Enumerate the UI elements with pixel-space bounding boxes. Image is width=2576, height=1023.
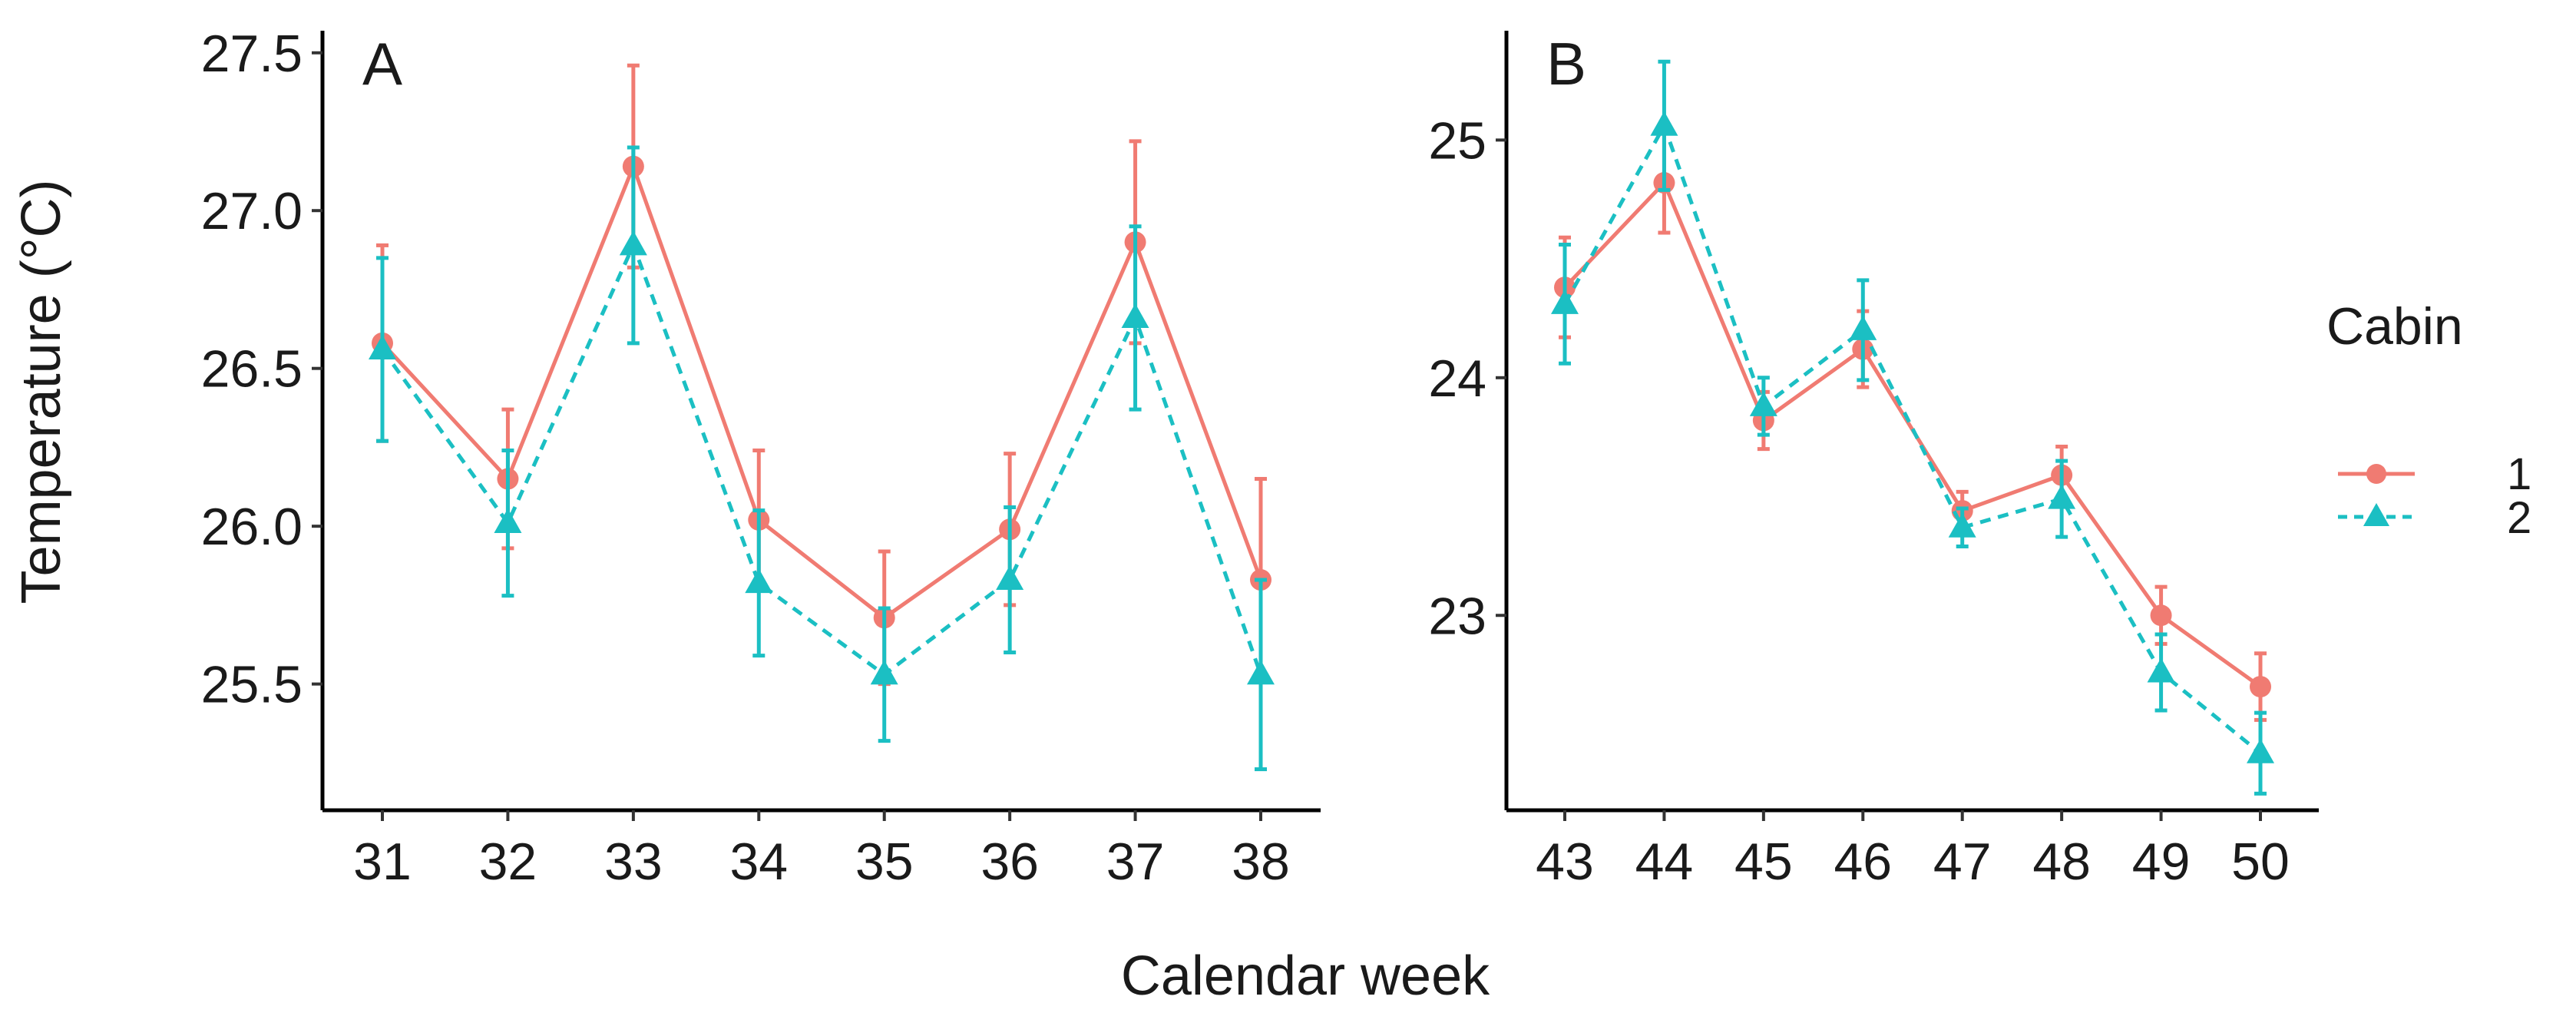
x-tick-label: 47 <box>1933 833 1992 891</box>
data-point-triangle <box>996 565 1024 591</box>
series-line-1 <box>381 161 1263 621</box>
legend-entry-2: 2 <box>2338 493 2531 543</box>
y-tick-label: 27.0 <box>201 182 303 240</box>
legend-marker-triangle <box>2363 503 2389 526</box>
data-point-circle <box>2150 604 2172 627</box>
data-point-triangle <box>1551 289 1579 314</box>
data-point-triangle <box>1247 660 1275 685</box>
legend: Cabin 1 2 <box>2326 297 2531 543</box>
x-tick-label: 44 <box>1635 833 1694 891</box>
y-tick-label: 23 <box>1428 587 1486 645</box>
x-tick-label: 35 <box>855 833 914 891</box>
data-point-triangle <box>1749 391 1777 416</box>
legend-label-1: 1 <box>2507 449 2531 499</box>
y-tick-label: 25.5 <box>201 656 303 714</box>
x-tick-label: 38 <box>1232 833 1290 891</box>
x-tick-label: 32 <box>479 833 537 891</box>
y-tick-label: 25 <box>1428 111 1486 170</box>
panel-b: 23 24 25 43 44 45 46 47 48 49 50 B <box>1428 30 2319 891</box>
data-point-triangle <box>870 660 898 685</box>
panel-label: B <box>1546 30 1586 98</box>
data-point-triangle <box>1121 303 1149 328</box>
data-point-triangle <box>2048 484 2076 509</box>
x-tick-label: 34 <box>729 833 788 891</box>
x-tick-label: 37 <box>1106 833 1165 891</box>
legend-label-2: 2 <box>2507 493 2531 543</box>
x-tick-label: 45 <box>1734 833 1793 891</box>
data-point-triangle <box>2247 738 2274 763</box>
data-point-triangle <box>2147 657 2175 683</box>
x-axis-title: Calendar week <box>1121 945 1490 1007</box>
y-tick-label: 24 <box>1428 349 1486 408</box>
x-tick-label: 31 <box>353 833 412 891</box>
legend-marker-circle <box>2366 464 2386 484</box>
y-tick-label: 26.5 <box>201 340 303 399</box>
data-point-triangle <box>494 508 522 534</box>
y-tick-label: 27.5 <box>201 25 303 83</box>
y-axis-title: Temperature (°C) <box>11 180 72 604</box>
series-line-2 <box>380 240 1263 677</box>
x-tick-label: 36 <box>980 833 1039 891</box>
data-point-triangle <box>745 568 773 594</box>
series-line-2 <box>1562 121 2262 755</box>
x-tick-label: 48 <box>2032 833 2091 891</box>
x-tick-label: 33 <box>604 833 663 891</box>
x-tick-label: 46 <box>1834 833 1892 891</box>
data-point-triangle <box>1650 111 1678 136</box>
x-tick-label: 50 <box>2231 833 2290 891</box>
data-point-triangle <box>1849 315 1877 340</box>
legend-title: Cabin <box>2326 297 2463 356</box>
data-point-triangle <box>619 230 647 256</box>
x-tick-label: 49 <box>2132 833 2191 891</box>
data-point-triangle <box>1948 512 1976 538</box>
x-tick-label: 43 <box>1536 833 1594 891</box>
panel-label: A <box>362 30 402 98</box>
panel-a: 25.5 26.0 26.5 27.0 27.5 31 32 33 34 35 36 37 38 A <box>201 25 1321 891</box>
legend-entry-1: 1 <box>2338 449 2531 499</box>
data-point-circle <box>2250 676 2271 698</box>
y-tick-label: 26.0 <box>201 498 303 556</box>
data-point-triangle <box>369 335 396 360</box>
